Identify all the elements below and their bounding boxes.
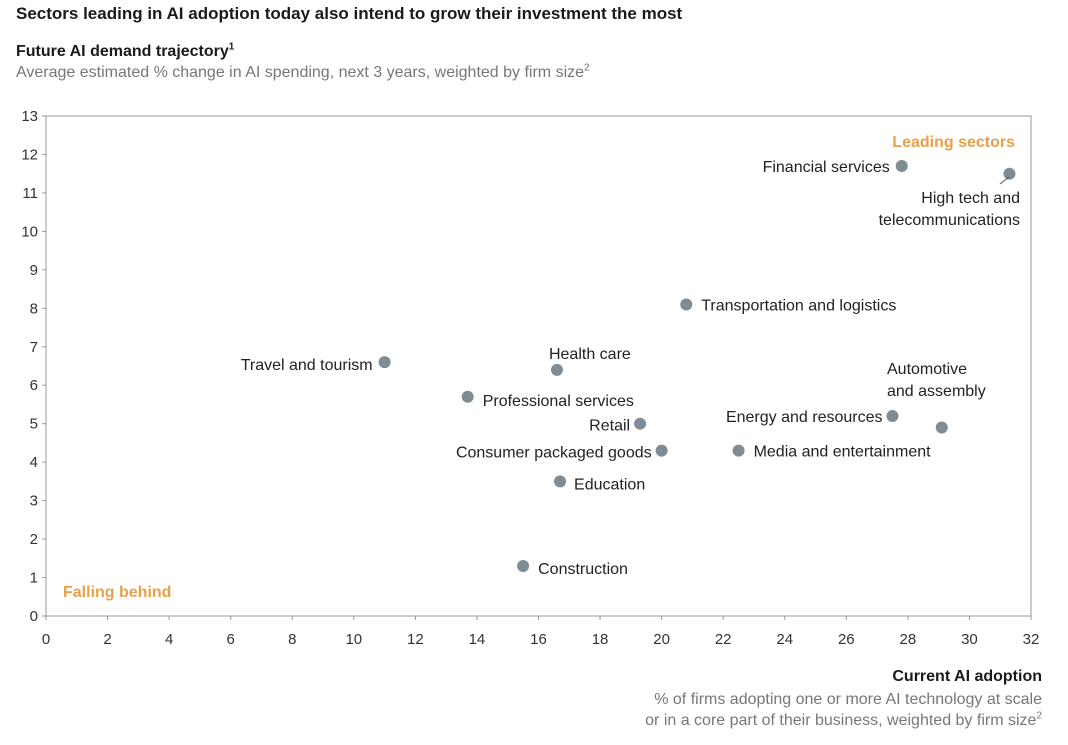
plot-frame [45,115,1032,617]
y-tick-label: 8 [30,300,38,317]
x-tick-label: 26 [838,631,855,648]
point-education [554,475,567,488]
label-education: Education [574,476,645,493]
point-high-tech-and-telecommunications [1003,167,1016,180]
y-tick-label: 6 [30,377,38,394]
y-tick-label: 13 [21,108,38,125]
label-media-and-entertainment: Media and entertainment [754,444,932,461]
point-automotive-and-assembly [935,421,948,434]
y-tick-label: 4 [30,454,38,471]
y-tick-label: 7 [30,339,38,356]
x-tick-label: 10 [345,631,362,648]
x-axis-subtitle-footnote: 2 [1036,710,1042,722]
point-travel-and-tourism [378,356,391,369]
point-media-and-entertainment [732,444,745,457]
y-tick-label: 0 [30,608,38,625]
y-tick-label: 12 [21,146,38,163]
point-construction [517,560,530,572]
x-tick-label: 0 [42,631,50,648]
x-tick-label: 16 [530,631,547,648]
y-tick-label: 3 [30,493,38,510]
label-health-care: Health care [549,346,631,363]
falling-behind-label: Falling behind [63,584,171,601]
x-tick-label: 12 [407,631,424,648]
point-labels: Financial services High tech and telecommu… [241,159,1020,578]
label-consumer-packaged-goods: Consumer packaged goods [456,445,652,462]
point-health-care [550,363,563,376]
x-tick-label: 20 [653,631,670,648]
x-tick-label: 30 [961,631,978,648]
y-tick-label: 11 [22,185,38,202]
x-axis-subtitle-line2: or in a core part of their business, wei… [645,712,1037,729]
y-tick-label: 10 [21,223,38,240]
x-tick-label: 4 [165,631,173,648]
y-tick-label: 2 [30,531,38,548]
x-axis-subtitle: % of firms adopting one or more AI techn… [645,689,1042,731]
chart-headline: Sectors leading in AI adoption today als… [16,4,683,23]
point-retail [634,417,647,430]
x-tick-label: 8 [288,631,296,648]
x-axis-title: Current AI adoption [892,668,1042,685]
x-tick-label: 28 [900,631,917,648]
y-axis-title-footnote: 1 [228,41,235,53]
data-points [378,160,1016,572]
label-construction: Construction [538,561,628,578]
x-axis-subtitle-line1: % of firms adopting one or more AI techn… [654,691,1042,708]
y-axis-subtitle: Average estimated % change in AI spendin… [16,62,590,82]
label-transportation-and-logistics: Transportation and logistics [701,297,896,314]
y-axis-subtitle-text: Average estimated % change in AI spendin… [16,64,585,81]
x-tick-label: 6 [227,631,235,648]
y-tick-label: 1 [30,570,38,587]
y-tick-label: 9 [30,262,38,279]
x-tick-label: 14 [469,631,486,648]
y-axis-subtitle-footnote: 2 [584,62,590,74]
label-energy-and-resources: Energy and resources [726,409,883,426]
label-automotive-and-assembly: Automotive and assembly [887,361,986,400]
y-tick-label: 5 [30,416,38,433]
label-high-tech-and-telecommunications: High tech and telecommunications [879,190,1020,229]
leader-line [999,176,1010,185]
x-tick-label: 22 [715,631,732,648]
label-financial-services: Financial services [763,159,890,176]
leading-sectors-label: Leading sectors [892,134,1015,151]
point-consumer-packaged-goods [655,444,668,457]
point-energy-and-resources [886,410,899,422]
corner-labels: Leading sectors Falling behind [63,134,1015,601]
x-tick-label: 18 [592,631,609,648]
y-axis-title: Future AI demand trajectory1 [16,41,235,61]
point-financial-services [895,160,908,172]
point-transportation-and-logistics [680,298,693,311]
y-axis-title-text: Future AI demand trajectory [16,43,229,60]
x-tick-label: 24 [776,631,793,648]
label-retail: Retail [589,418,630,435]
x-tick-label: 32 [1023,631,1040,648]
x-tick-label: 2 [103,631,111,648]
label-professional-services: Professional services [483,393,634,410]
label-travel-and-tourism: Travel and tourism [241,357,373,374]
point-professional-services [461,390,474,403]
